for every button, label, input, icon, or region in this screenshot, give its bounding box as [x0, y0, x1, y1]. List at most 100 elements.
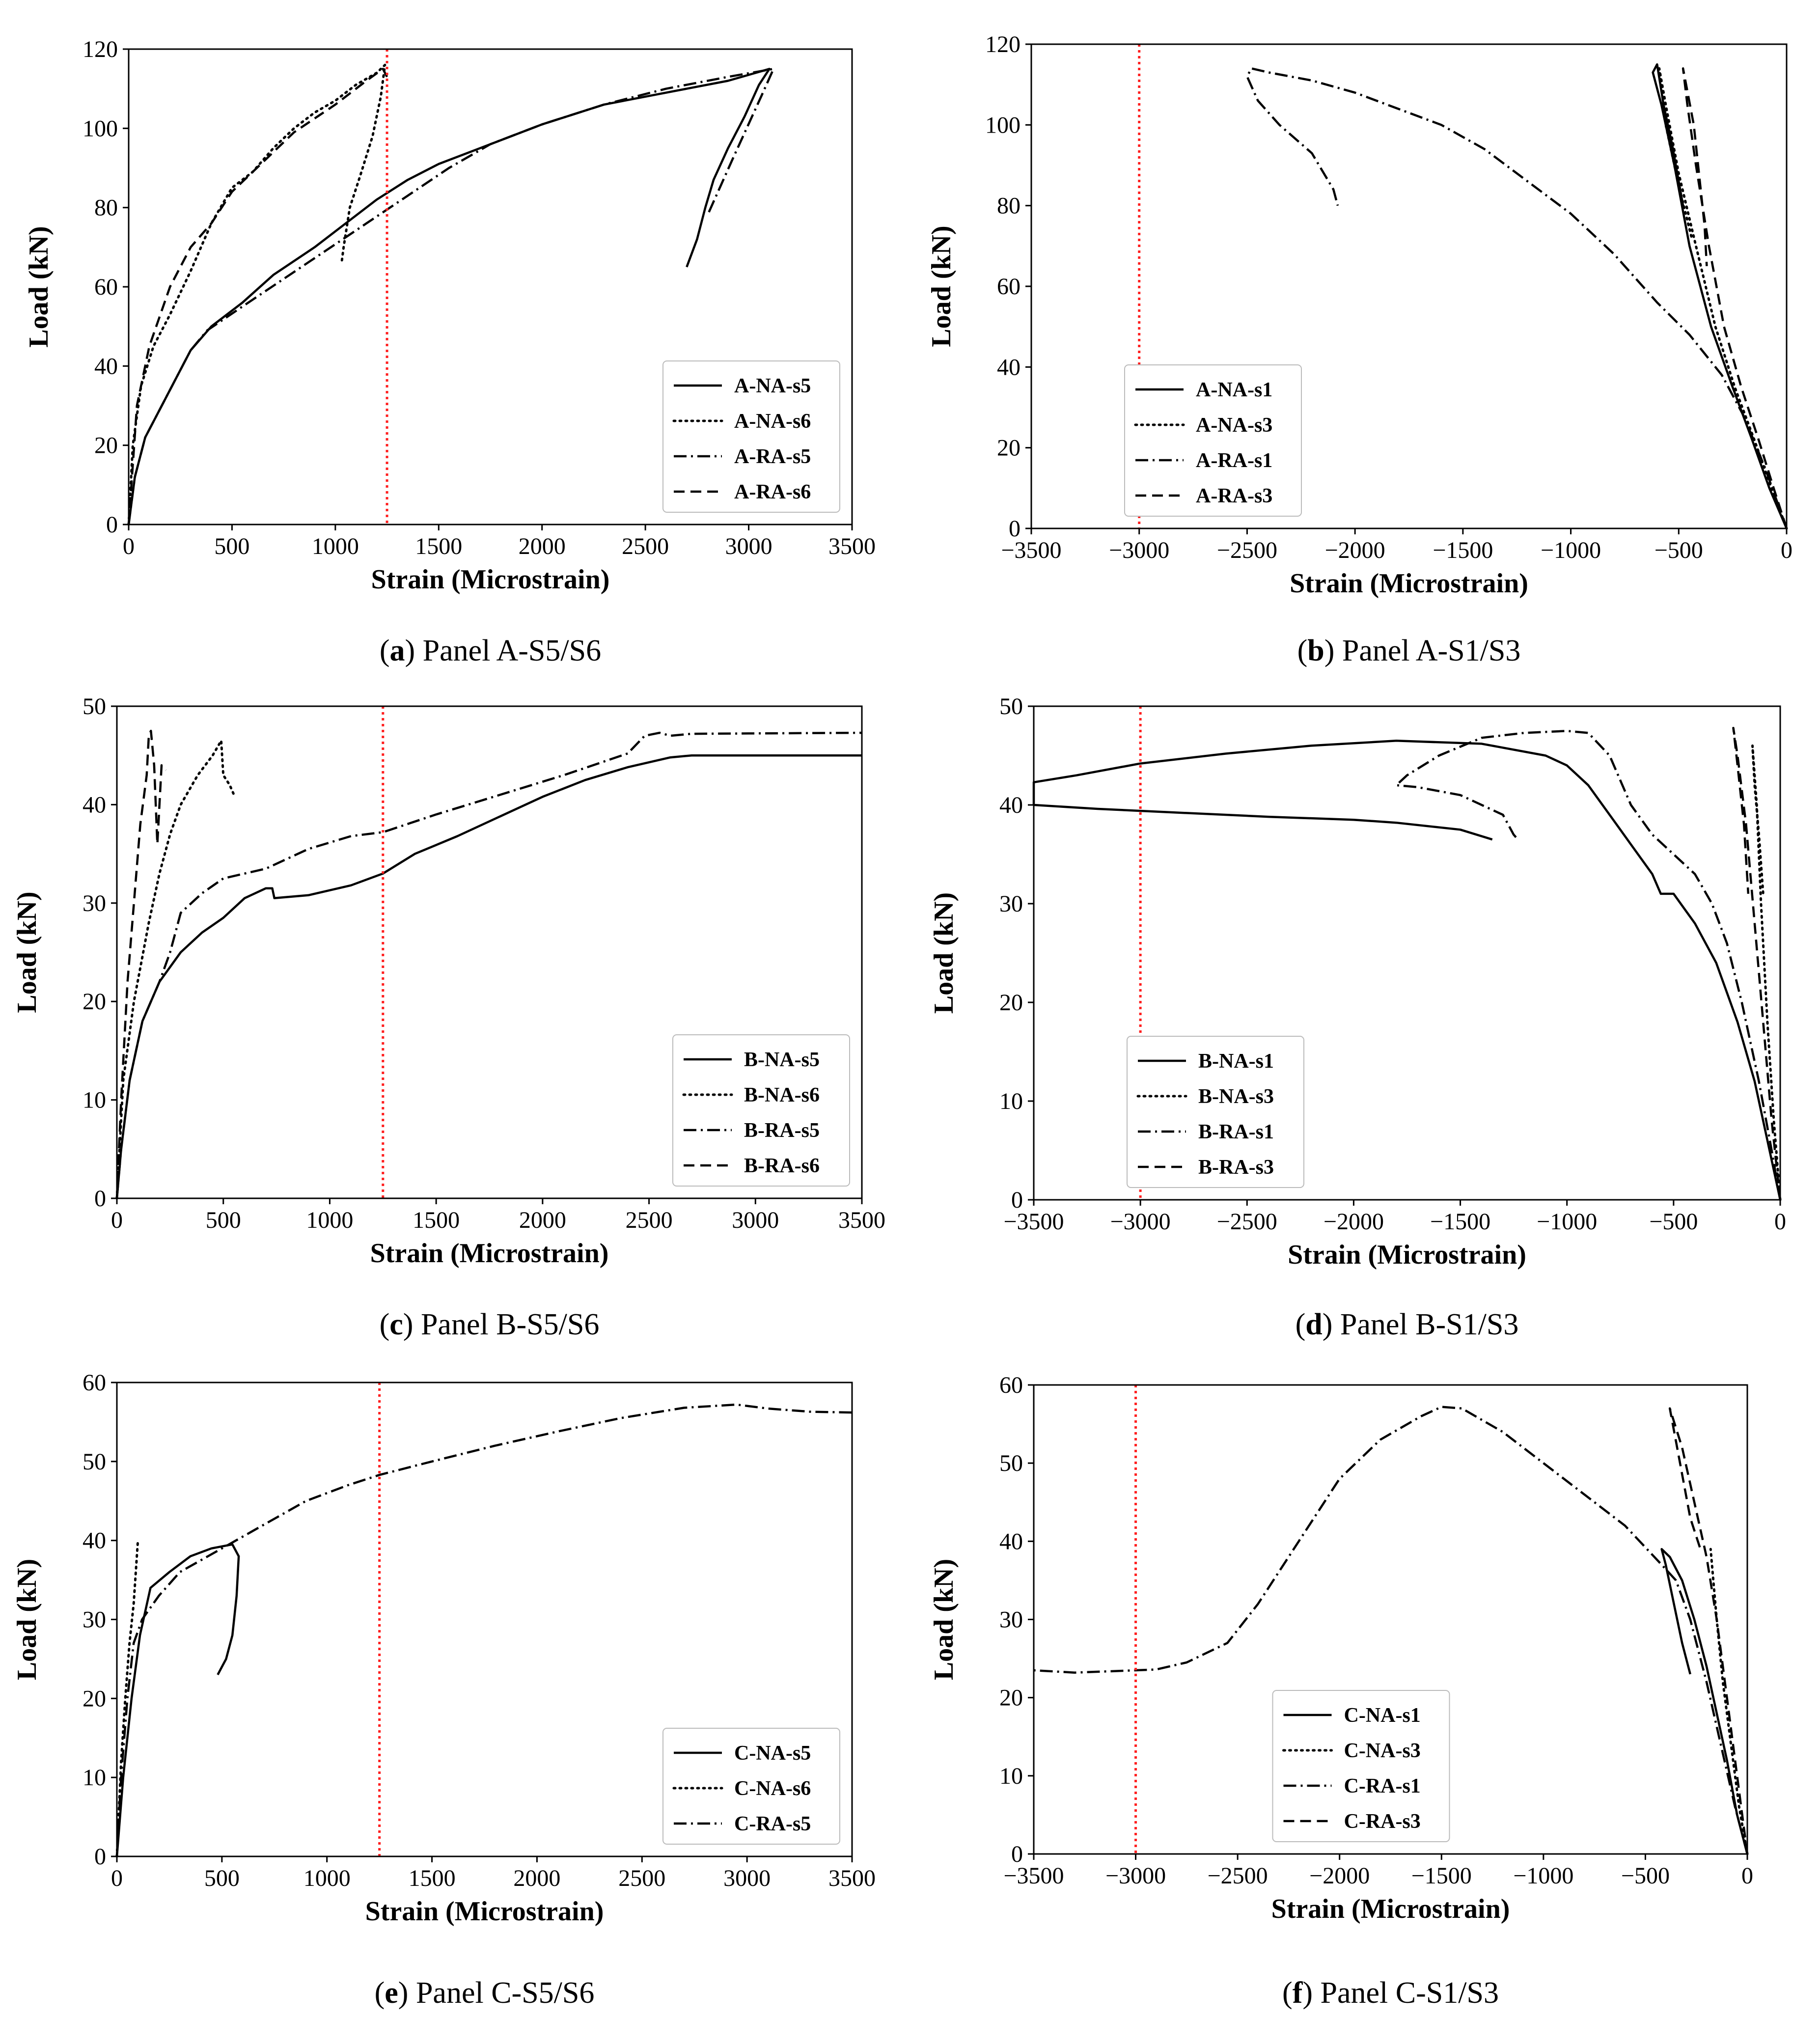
- x-tick-label: 2000: [519, 533, 566, 559]
- series-line-a-ra-s5: [127, 68, 775, 525]
- legend: A-NA-s5 A-NA-s6 A-RA-s5 A-RA-s6: [662, 360, 840, 513]
- x-tick-label: 500: [214, 533, 249, 559]
- panel-caption: (c) Panel B-S5/S6: [380, 1308, 600, 1341]
- y-tick-label: 20: [83, 989, 106, 1015]
- legend-label: C-NA-s6: [734, 1777, 811, 1800]
- x-tick-label: −1000: [1513, 1863, 1573, 1889]
- x-tick-label: −3000: [1110, 1209, 1171, 1235]
- y-tick-label: 50: [83, 1449, 106, 1475]
- y-tick-label: 60: [94, 274, 118, 300]
- x-tick-label: −1500: [1430, 1209, 1490, 1235]
- legend-box: [672, 1034, 850, 1187]
- y-tick-label: 0: [1011, 1841, 1023, 1867]
- x-tick-label: −2500: [1217, 1209, 1277, 1235]
- legend-label: B-NA-s3: [1198, 1085, 1274, 1108]
- panel-caption: (f) Panel C-S1/S3: [1282, 1976, 1499, 2010]
- x-tick-label: 1500: [415, 533, 462, 559]
- x-tick-label: −500: [1621, 1863, 1670, 1889]
- legend-label: A-RA-s1: [1196, 449, 1272, 472]
- x-tick-label: 1000: [306, 1207, 353, 1233]
- x-tick-label: −2500: [1208, 1863, 1268, 1889]
- series-line-c-na-s5: [115, 1543, 240, 1857]
- caption-paren-open: (: [380, 1308, 390, 1341]
- y-tick-label: 40: [997, 354, 1020, 380]
- y-tick-label: 10: [83, 1765, 106, 1791]
- x-axis-label: Strain (Microstrain): [1290, 568, 1528, 599]
- chart-panel-d: −3500 −3000 −2500 −2000 −1500 −1000 −500 0 0 10 20…: [929, 693, 1786, 1341]
- legend-label: B-RA-s3: [1198, 1156, 1274, 1179]
- x-tick-label: 1000: [303, 1865, 351, 1891]
- chart-panel-a: 0 500 1000 1500 2000 2500 3000 3500 0 20 40 60 80 100…: [24, 36, 876, 667]
- y-tick-label: 40: [83, 792, 106, 818]
- y-tick-label: 30: [999, 891, 1023, 917]
- x-tick-label: 3000: [723, 1865, 771, 1891]
- y-tick-label: 40: [94, 353, 118, 379]
- legend-label: C-RA-s3: [1344, 1810, 1421, 1833]
- y-tick-label: 10: [999, 1088, 1023, 1114]
- legend-label: A-NA-s6: [734, 410, 811, 433]
- y-tick-label: 40: [999, 1528, 1023, 1554]
- x-axis-label: Strain (Microstrain): [370, 1238, 609, 1269]
- x-tick-label: 2500: [618, 1865, 665, 1891]
- caption-letter: b: [1307, 634, 1324, 667]
- series-line-c-na-s3: [1709, 1548, 1749, 1855]
- chart-panel-f: −3500 −3000 −2500 −2000 −1500 −1000 −500 0 0 10 20…: [929, 1372, 1753, 2010]
- x-tick-label: −1000: [1541, 537, 1601, 563]
- legend-label: C-NA-s1: [1344, 1704, 1421, 1727]
- caption-text: ) Panel B-S1/S3: [1323, 1308, 1519, 1341]
- x-tick-label: 0: [1774, 1209, 1786, 1235]
- caption-letter: c: [389, 1308, 403, 1341]
- y-tick-label: 20: [997, 435, 1020, 461]
- x-tick-label: 500: [204, 1865, 240, 1891]
- legend-label: C-NA-s3: [1344, 1740, 1421, 1762]
- caption-text: ) Panel A-S5/S6: [405, 634, 602, 667]
- caption-paren-open: (: [1297, 634, 1308, 667]
- y-tick-label: 60: [997, 274, 1020, 300]
- y-tick-label: 20: [94, 433, 118, 459]
- y-tick-label: 20: [999, 990, 1023, 1016]
- series-line-a-ra-s1: [1246, 67, 1788, 529]
- y-tick-label: 10: [83, 1087, 106, 1113]
- series-line-a-ra-s6: [127, 68, 388, 525]
- x-tick-label: −2000: [1309, 1863, 1370, 1889]
- x-tick-label: 0: [111, 1207, 123, 1233]
- x-tick-label: −2500: [1217, 537, 1277, 563]
- legend-box: [662, 1728, 840, 1845]
- plot-frame: [1033, 705, 1781, 1201]
- x-axis-label: Strain (Microstrain): [1288, 1240, 1526, 1270]
- caption-letter: f: [1293, 1976, 1303, 2010]
- y-tick-label: 0: [94, 1844, 106, 1870]
- x-tick-label: −500: [1655, 537, 1703, 563]
- y-axis-label: Load (kN): [926, 225, 957, 347]
- x-tick-label: 3500: [828, 1865, 876, 1891]
- series-line-c-na-s1: [1660, 1548, 1749, 1854]
- y-tick-label: 120: [985, 31, 1020, 57]
- x-tick-label: 0: [1741, 1863, 1753, 1889]
- y-tick-label: 80: [94, 195, 118, 221]
- x-tick-label: 2500: [626, 1207, 673, 1233]
- legend-label: A-RA-s6: [734, 481, 811, 503]
- panel-caption: (d) Panel B-S1/S3: [1296, 1308, 1519, 1341]
- legend-label: B-NA-s5: [744, 1049, 820, 1071]
- y-tick-label: 100: [985, 112, 1020, 138]
- caption-text: ) Panel C-S1/S3: [1302, 1976, 1499, 2010]
- x-tick-label: 3000: [725, 533, 772, 559]
- legend-label: A-NA-s5: [734, 375, 811, 397]
- x-tick-label: −1500: [1433, 537, 1493, 563]
- y-tick-label: 30: [83, 890, 106, 916]
- caption-letter: d: [1305, 1308, 1322, 1341]
- y-tick-label: 60: [999, 1372, 1023, 1398]
- legend-label: C-RA-s1: [1344, 1775, 1421, 1797]
- x-tick-label: 500: [206, 1207, 241, 1233]
- x-tick-label: −2000: [1325, 537, 1385, 563]
- legend-label: A-NA-s1: [1196, 379, 1272, 401]
- y-tick-label: 60: [83, 1370, 106, 1396]
- series-line-a-na-s1: [1652, 63, 1788, 529]
- series-line-b-ra-s1: [1395, 730, 1782, 1200]
- y-tick-label: 20: [999, 1685, 1023, 1711]
- x-tick-label: −3000: [1105, 1863, 1166, 1889]
- chart-panel-c: 0 500 1000 1500 2000 2500 3000 3500 0 10 20 30 40 50 S…: [12, 693, 885, 1341]
- legend: C-NA-s5 C-NA-s6 C-RA-s5: [662, 1728, 840, 1845]
- y-tick-label: 50: [999, 1450, 1023, 1476]
